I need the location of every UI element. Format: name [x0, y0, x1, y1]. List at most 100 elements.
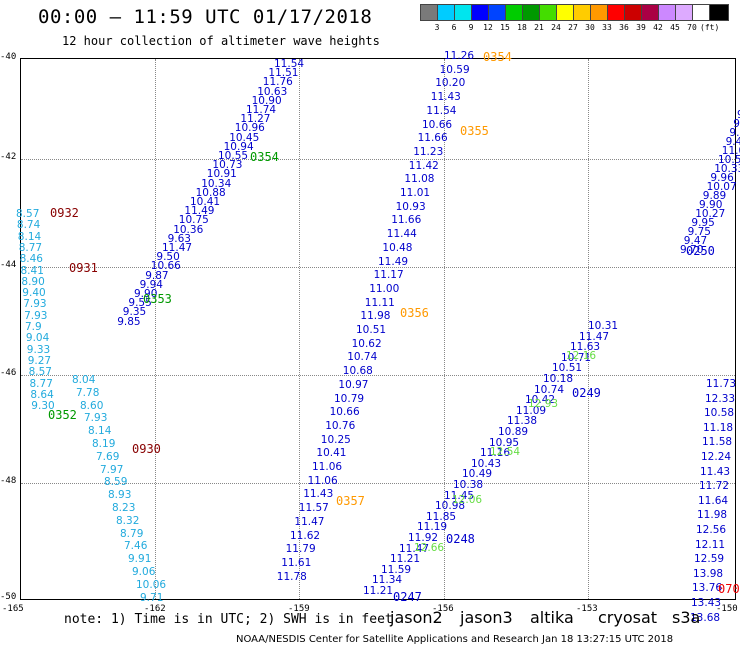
wave-height-value: 10.94 — [223, 140, 254, 153]
wave-height-value: 9.55 — [128, 297, 152, 310]
wave-height-value: 11.01 — [400, 187, 431, 199]
wave-height-value: 9.71 — [140, 591, 164, 604]
wave-height-value: 8.32 — [116, 514, 140, 527]
wave-height-value: 10.55 — [218, 150, 249, 162]
wave-height-value: 9.30 — [31, 400, 55, 413]
wave-height-value: 10.88 — [195, 186, 226, 199]
wave-height-value: 11.47 — [579, 330, 610, 343]
wave-height-value: 11.98 — [360, 310, 391, 323]
wave-height-value: 11.38 — [507, 415, 538, 428]
wave-height-value: 7.93 — [24, 309, 48, 322]
wave-height-value: 10.41 — [190, 196, 221, 208]
wave-height-value: 11.76 — [262, 76, 293, 89]
map-title: 00:00 – 11:59 UTC 01/17/2018 — [38, 6, 373, 28]
wave-height-value: 8.74 — [16, 219, 41, 232]
wave-height-value: 11.34 — [372, 574, 403, 587]
wave-height-value: 11.61 — [281, 556, 312, 569]
lat-label: -46 — [0, 368, 17, 378]
wave-height-value: 9.85 — [117, 315, 141, 328]
wave-height-value: 10.76 — [325, 419, 356, 432]
wave-height-value: 10.98 — [435, 500, 466, 513]
lon-label: -162 — [144, 604, 166, 614]
wave-height-value: 11.54 — [274, 58, 305, 70]
scale-label: 70 — [687, 23, 697, 32]
wave-height-value: 11.18 — [703, 421, 734, 434]
wave-height-value: 7.69 — [96, 450, 120, 463]
wave-height-value: 10.96 — [234, 122, 265, 135]
pass-label: 0930 — [132, 442, 161, 456]
wave-height-value: 11.44 — [386, 228, 417, 241]
wave-height-value: 9.50 — [156, 251, 180, 264]
wave-height-value: 11.04 — [721, 145, 740, 157]
pass-label: 0247 — [393, 590, 422, 604]
wave-height-value: 11.62 — [290, 529, 321, 542]
scale-label: 24 — [551, 23, 561, 32]
wave-height-value: 10.79 — [334, 392, 365, 405]
scale-label: 9 — [468, 23, 474, 32]
lon-label: -153 — [576, 604, 598, 614]
wave-height-value: 7.78 — [76, 386, 100, 399]
wave-height-value: 11.21 — [363, 585, 394, 597]
scale-label: 6 — [451, 23, 457, 32]
scale-label: 27 — [568, 23, 578, 32]
wave-height-value: 11.06 — [307, 474, 338, 487]
legend-cryosat: cryosat — [598, 608, 658, 627]
wave-height-value: 8.04 — [72, 374, 96, 386]
wave-height-value: 9.40 — [725, 136, 740, 148]
wave-height-value: 11.64 — [698, 494, 729, 507]
lat-label: -42 — [0, 152, 17, 162]
wave-height-value: 11.72 — [699, 480, 730, 493]
legend-jason3: jason3 — [460, 608, 513, 627]
wave-height-value: 10.66 — [329, 406, 360, 419]
wave-height-value: 11.78 — [276, 570, 307, 583]
wave-height-value: 10.31 — [588, 320, 619, 332]
wave-height-value: 10.66 — [150, 260, 181, 273]
wave-height-value: 10.74 — [534, 383, 565, 396]
wave-height-value: 10.95 — [489, 436, 520, 449]
wave-height-value: 11.45 — [444, 489, 475, 502]
wave-height-value: 9.87 — [145, 269, 169, 282]
wave-height-value: 8.90 — [21, 275, 45, 288]
wave-height-value: 8.46 — [19, 253, 43, 266]
wave-height-value: 9.35 — [122, 306, 147, 319]
wave-height-value: 9.40 — [22, 287, 46, 300]
wave-height-value: 10.34 — [201, 177, 232, 190]
wave-height-value: 10.33 — [714, 163, 740, 175]
wave-height-value: 8.19 — [92, 438, 116, 450]
wave-height-value: 10.90 — [251, 94, 282, 107]
wave-height-value: 11.23 — [413, 145, 444, 158]
wave-height-value: 10.38 — [453, 479, 484, 491]
lon-label: -165 — [2, 604, 24, 614]
wave-height-value: 11.16 — [480, 447, 511, 460]
wave-height-value: 12.54 — [490, 446, 521, 458]
wave-height-value: 10.97 — [338, 378, 369, 391]
lon-gridline — [155, 59, 156, 599]
wave-height-value: 10.06 — [136, 578, 167, 591]
wave-height-value: 9.93 — [729, 127, 740, 139]
wave-height-value: 11.74 — [246, 104, 277, 116]
footnote: note: 1) Time is in UTC; 2) SWH is in fe… — [64, 612, 393, 627]
wave-height-value: 11.21 — [390, 553, 421, 566]
wave-height-value: 9.04 — [25, 332, 50, 345]
legend-altika: altika — [530, 608, 574, 627]
wave-height-value: 13.76 — [692, 582, 723, 595]
wave-height-value: 9.33 — [26, 343, 51, 356]
wave-height-value: 10.48 — [382, 241, 413, 254]
map-subtitle: 12 hour collection of altimeter wave hei… — [62, 34, 380, 48]
wave-height-value: 11.11 — [364, 296, 395, 309]
wave-height-value: 11.49 — [184, 205, 215, 218]
wave-height-value: 12.33 — [705, 392, 736, 405]
wave-height-value: 9.75 — [687, 226, 711, 238]
wave-height-value: 8.77 — [29, 377, 53, 390]
wave-height-value: 10.54 — [718, 154, 740, 166]
wave-height-value: 11.17 — [373, 269, 404, 282]
wave-height-value: 7.97 — [100, 463, 124, 476]
wave-height-value: 11.51 — [268, 67, 299, 80]
pass-label: 0932 — [50, 206, 79, 220]
wave-height-value: 10.27 — [695, 208, 726, 220]
wave-height-value: 11.27 — [240, 113, 271, 126]
wave-height-value: 10.66 — [422, 118, 453, 131]
wave-height-value: 13.43 — [691, 597, 722, 609]
wave-height-value: 10.63 — [257, 85, 288, 98]
wave-height-value: 10.93 — [395, 200, 426, 213]
